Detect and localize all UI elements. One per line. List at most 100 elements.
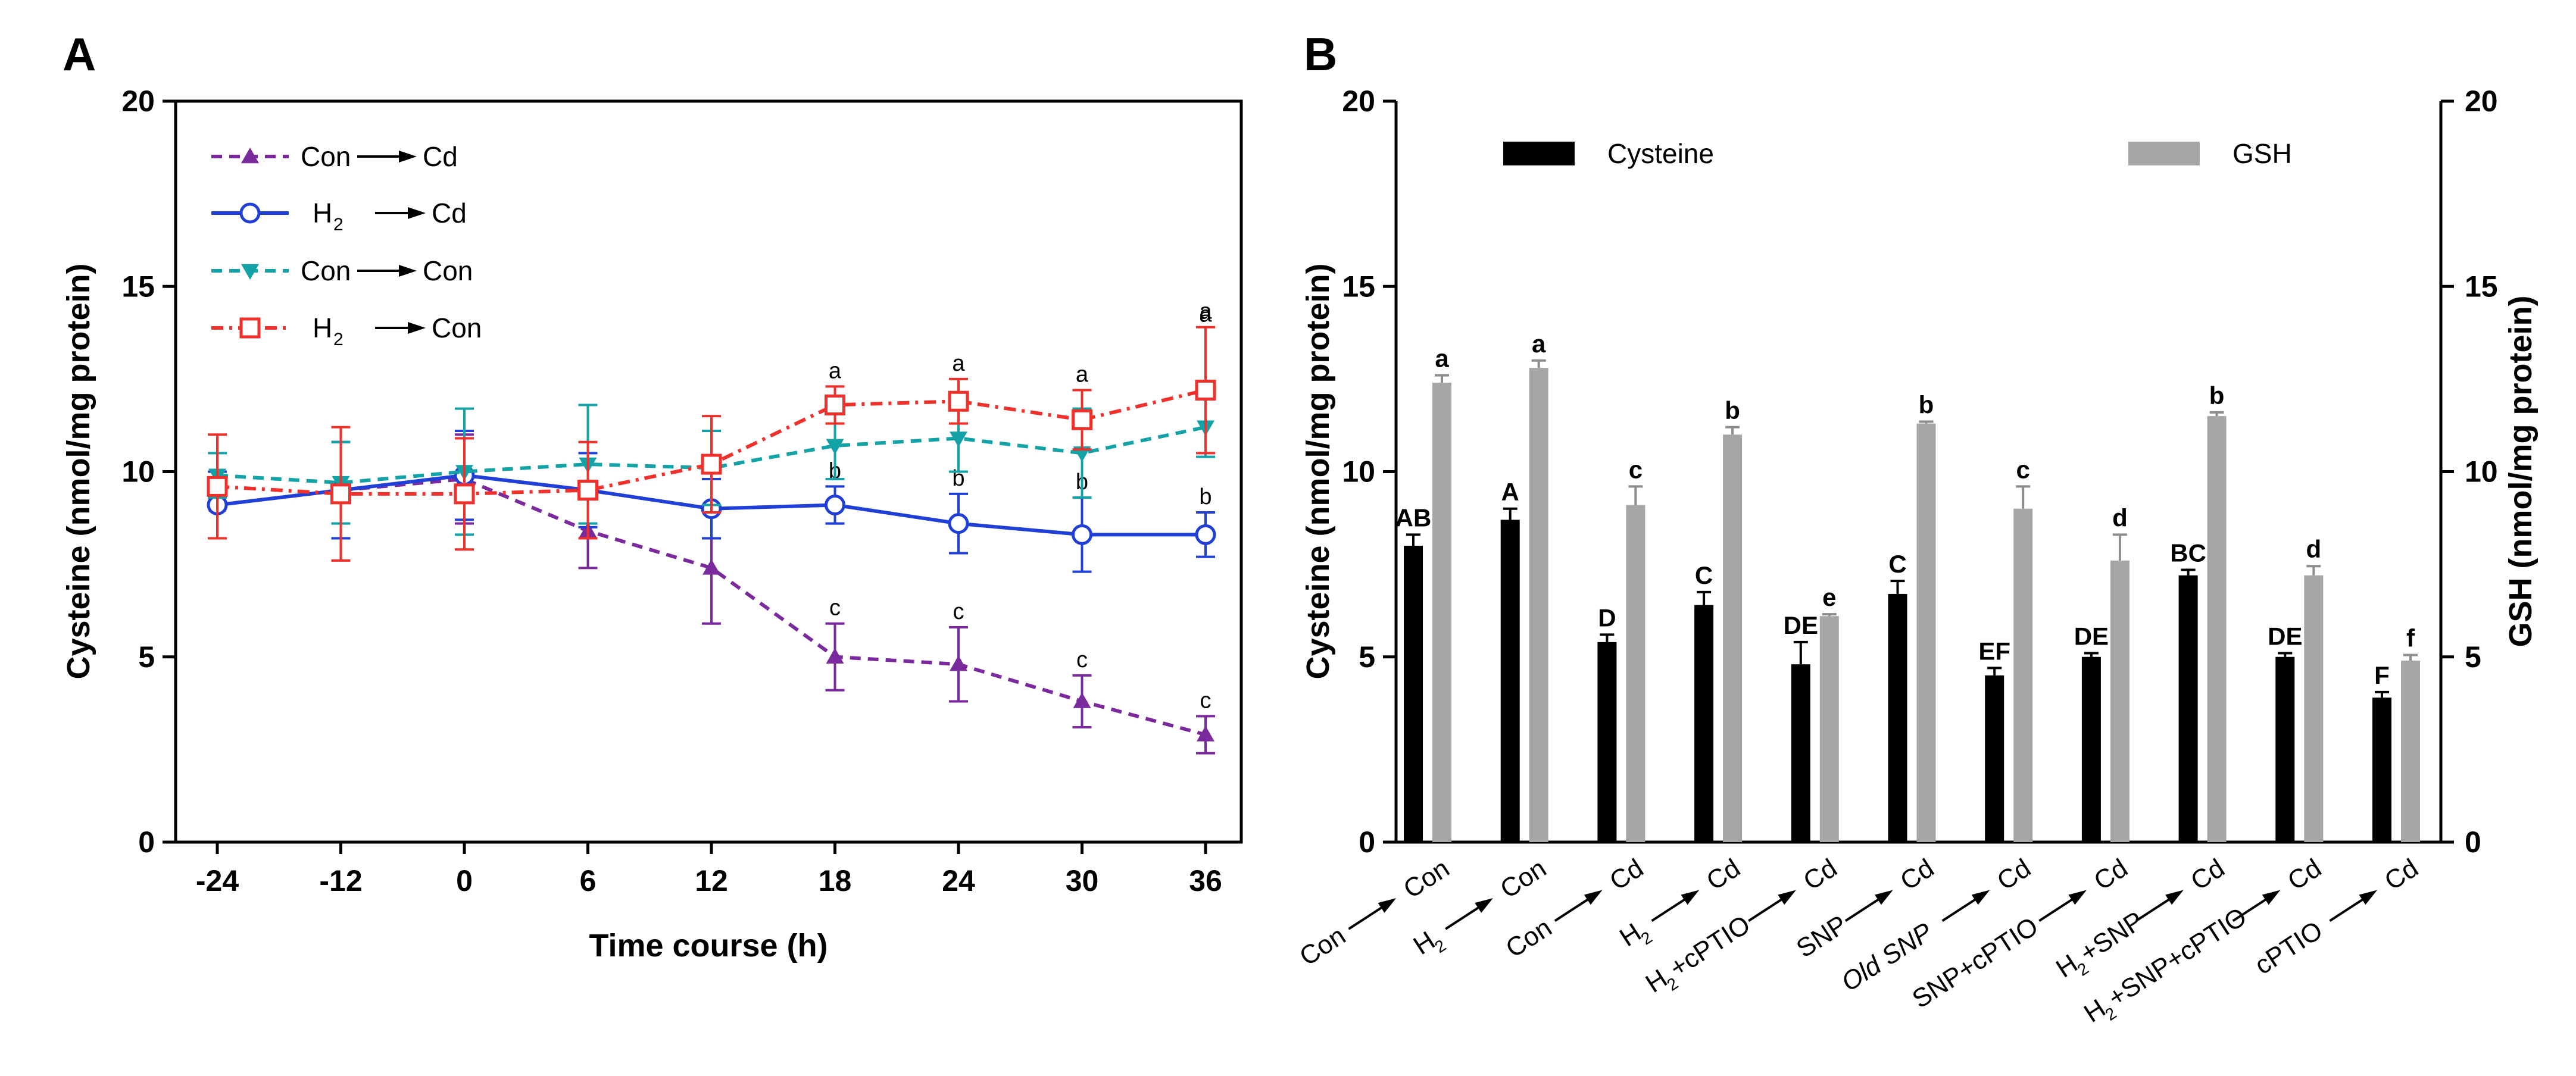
bar-group: BC b <box>2170 381 2227 842</box>
category-arrow <box>1844 890 1893 922</box>
panel-a-x-axis-title: Time course (h) <box>589 928 828 964</box>
data-point <box>826 439 844 455</box>
significance-label: DE <box>2074 623 2109 650</box>
bar-gsh <box>2013 508 2033 842</box>
bar-cysteine <box>2081 656 2101 842</box>
data-point <box>825 495 845 516</box>
significance-label: c <box>1200 688 1211 713</box>
significance-label: c <box>953 599 964 624</box>
category-arrow <box>1348 898 1397 930</box>
panel-a-series: ccccbbbbaaaaa <box>207 299 1216 755</box>
significance-label: BC <box>2170 539 2206 567</box>
x-tick-label: 30 <box>1066 864 1099 897</box>
bar-gsh <box>1916 423 1936 842</box>
significance-label: A <box>1501 478 1519 506</box>
legend-entry: Con Cd <box>211 141 458 172</box>
category-arrow-shaft <box>2038 896 2077 922</box>
category-arrow-shaft <box>1445 904 1483 930</box>
x-tick-label: 24 <box>942 864 975 897</box>
legend-label-left: H <box>313 198 332 229</box>
significance-label: DE <box>1784 611 1818 639</box>
data-point <box>1073 692 1091 708</box>
bar-cysteine <box>2178 575 2198 842</box>
legend-entry: Cysteine <box>1503 138 1714 169</box>
y-tick-label: 0 <box>138 825 155 859</box>
category-arrow-head <box>1378 898 1397 913</box>
category-arrow-head <box>1778 890 1796 905</box>
data-point <box>948 513 969 534</box>
legend-swatch <box>1503 142 1575 165</box>
bar-cysteine <box>1888 593 1907 842</box>
category-arrow-shaft <box>1348 904 1386 930</box>
data-point <box>454 483 475 505</box>
bar-cysteine <box>1500 520 1520 842</box>
bar-group: Ff <box>2372 624 2420 842</box>
category-arrow <box>1651 890 1700 922</box>
bar-group: Cb <box>1694 396 1743 842</box>
significance-label: a <box>1435 345 1449 373</box>
significance-label: D <box>1598 603 1616 631</box>
series-3: a a a a <box>207 299 1216 562</box>
x-tick-label: 36 <box>1189 864 1222 897</box>
bar-gsh <box>2304 575 2324 842</box>
category-arrow-shaft <box>1844 896 1883 922</box>
significance-label: c <box>2016 455 2030 483</box>
data-point <box>1195 380 1216 401</box>
bar-gsh <box>1432 383 1451 842</box>
category-arrow-shaft <box>1554 896 1593 922</box>
category-arrow-head <box>2068 890 2087 905</box>
x-tick-label: -24 <box>196 864 239 897</box>
data-point <box>950 431 967 448</box>
significance-label: a <box>1532 330 1546 358</box>
significance-label: f <box>2406 624 2415 652</box>
category-arrow <box>1941 890 1990 922</box>
panel-b-y-axis-title: Cysteine (nmol/mg protein) <box>1300 263 1336 679</box>
y-tick-label-right: 20 <box>2465 85 2498 118</box>
legend-arrow-head <box>399 265 417 277</box>
bar-cysteine <box>1985 675 2004 842</box>
panel-b-y-axis: 0 0 5 5 10 10 15 15 20 20 <box>1342 85 2497 859</box>
data-point <box>330 483 351 505</box>
category-arrow-shaft <box>2135 896 2174 922</box>
legend-arrow-head <box>408 322 426 334</box>
data-point <box>825 394 845 415</box>
legend-arrow-head <box>399 151 417 162</box>
bar-gsh <box>1819 616 1839 842</box>
data-point <box>1072 524 1092 545</box>
legend-label-sub: 2 <box>333 330 344 349</box>
category-arrow <box>1445 898 1493 930</box>
legend-swatch <box>2128 142 2200 165</box>
significance-label: C <box>1695 561 1713 589</box>
legend-entry: H 2 Cd <box>211 198 467 234</box>
category-arrow-head <box>1681 890 1700 905</box>
bar-gsh <box>2207 416 2227 842</box>
y-tick-label: 20 <box>1342 85 1375 118</box>
legend-arrow <box>375 322 426 334</box>
y-tick-label-right: 10 <box>2465 455 2498 489</box>
legend-label-sub: 2 <box>333 215 344 234</box>
panel-b-right-y-axis-title: GSH (nmol/mg protein) <box>2503 296 2538 648</box>
data-point <box>948 390 969 412</box>
legend-label-left: Con <box>301 141 351 172</box>
bar-cysteine <box>1404 546 1423 842</box>
bar-gsh <box>1529 368 1548 842</box>
panel-b-letter: B <box>1304 28 1337 80</box>
bar-cysteine <box>2275 656 2295 842</box>
bar-cysteine <box>1597 642 1617 842</box>
category-arrow <box>2232 890 2281 922</box>
x-tick-label: 18 <box>819 864 852 897</box>
significance-label: d <box>2112 503 2128 531</box>
data-point <box>826 648 844 664</box>
x-tick-label: 6 <box>580 864 597 897</box>
y-tick-label: 15 <box>121 270 155 303</box>
legend-arrow <box>357 265 417 277</box>
bar-group: DE d <box>2268 535 2324 842</box>
significance-label: c <box>1076 648 1088 672</box>
category-arrow <box>1554 890 1603 922</box>
category-arrow <box>2135 890 2184 922</box>
legend-label: GSH <box>2232 138 2292 169</box>
category-arrow <box>2038 890 2087 922</box>
